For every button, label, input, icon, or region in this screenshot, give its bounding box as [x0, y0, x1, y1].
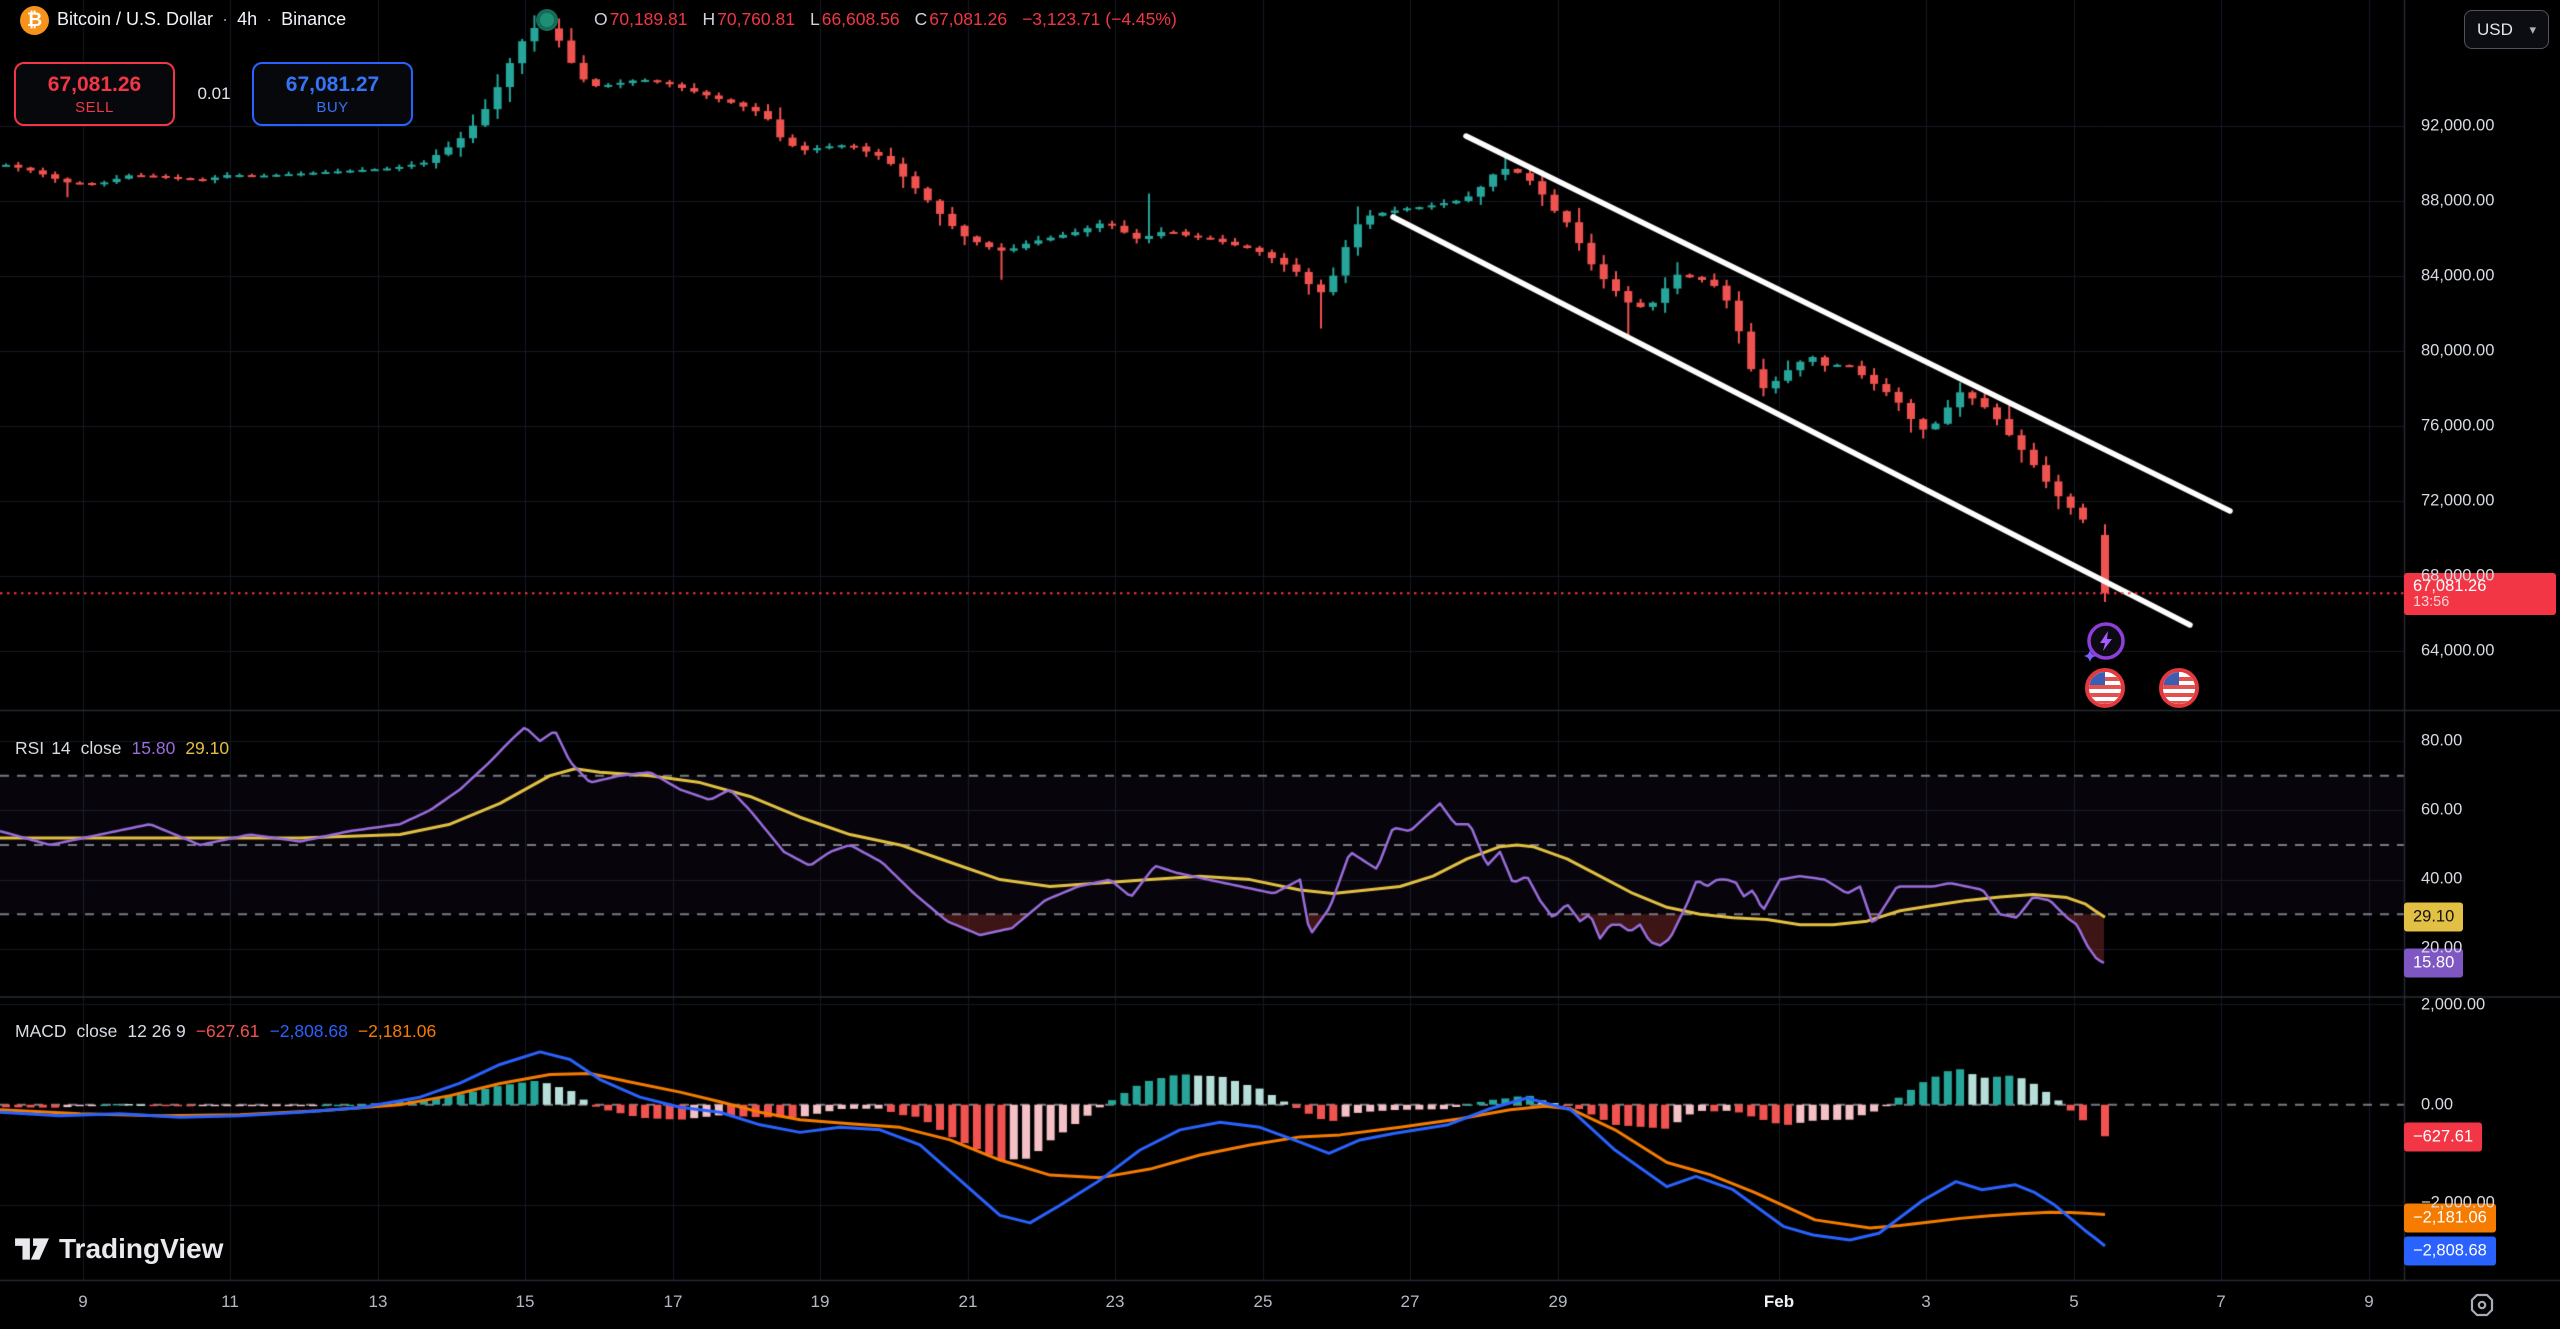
ohlc-item: C 67,081.26 [914, 9, 1008, 29]
price-axis-label[interactable]: 84,000.00 [2421, 266, 2495, 285]
time-axis-label[interactable]: Feb [1763, 1292, 1795, 1311]
rsi-ma-badge: 29.10 [2404, 902, 2464, 932]
time-axis-label[interactable]: 15 [515, 1292, 535, 1311]
price-axis-label[interactable]: 80,000.00 [2421, 341, 2495, 360]
time-axis-label[interactable]: 23 [1105, 1292, 1125, 1311]
time-axis-label[interactable]: 5 [2069, 1292, 2079, 1311]
rsi-axis-label[interactable]: 20.00 [2421, 938, 2463, 957]
rsi-ma-value: 29.10 [185, 738, 230, 758]
time-axis-label[interactable]: 11 [221, 1292, 239, 1311]
macd-axis-label[interactable]: 2,000.00 [2421, 995, 2486, 1014]
time-axis-label[interactable]: 13 [368, 1292, 388, 1311]
rsi-axis-label[interactable]: 60.00 [2421, 800, 2463, 819]
time-axis-label[interactable]: 25 [1253, 1292, 1273, 1311]
time-axis-label[interactable]: 17 [663, 1292, 683, 1311]
rsi-header[interactable]: RSI 14 close 15.80 29.10 [15, 738, 230, 758]
price-axis-label[interactable]: 68,000.00 [2421, 566, 2495, 585]
ohlc-item: H 70,760.81 [702, 9, 795, 29]
exchange-label: Binance [281, 9, 347, 29]
currency-selector[interactable]: USD ▾ [2464, 10, 2549, 49]
price-axis-label[interactable]: 64,000.00 [2421, 641, 2495, 660]
change-value: −3,123.71 (−4.45%) [1022, 9, 1177, 29]
rsi-axis-label[interactable]: 40.00 [2421, 869, 2463, 888]
time-axis-label[interactable]: 29 [1548, 1292, 1568, 1311]
buy-price: 67,081.27 [285, 72, 380, 96]
interval-label[interactable]: 4h [237, 9, 258, 29]
ohlc-values: O 70,189.81 H 70,760.81 L 66,608.56 C 67,081.26… [594, 9, 1177, 30]
time-axis-label[interactable]: 19 [810, 1292, 830, 1311]
sell-button[interactable]: 67,081.26 SELL [14, 62, 175, 126]
price-axis-label[interactable]: 72,000.00 [2421, 491, 2495, 510]
us-flag-event-icon[interactable] [2083, 666, 2127, 715]
price-axis-label[interactable]: 92,000.00 [2421, 116, 2495, 135]
current-price-badge: 67,081.26 13:56 [2404, 572, 2556, 616]
time-axis-label[interactable]: 21 [958, 1292, 978, 1311]
macd-hist-value: −627.61 [195, 1021, 260, 1041]
time-axis-label[interactable]: 27 [1400, 1292, 1420, 1311]
tradingview-watermark: TradingView [14, 1233, 223, 1265]
rsi-value-badge: 15.80 [2404, 948, 2464, 978]
us-flag-event-icon[interactable] [2157, 666, 2201, 715]
time-axis-label[interactable]: 7 [2216, 1292, 2226, 1311]
rsi-value: 15.80 [131, 738, 176, 758]
macd-axis-label[interactable]: 0.00 [2421, 1095, 2454, 1114]
rsi-axis-label[interactable]: 80.00 [2421, 731, 2463, 750]
time-axis-label[interactable]: 9 [2364, 1292, 2374, 1311]
candle-countdown: 13:56 [2413, 594, 2450, 611]
market-status-icon [536, 9, 558, 31]
timezone-settings-icon[interactable] [2468, 1291, 2496, 1324]
lightning-event-icon[interactable] [2082, 620, 2128, 671]
time-axis-label[interactable]: 3 [1921, 1292, 1931, 1311]
sell-price: 67,081.26 [47, 72, 142, 96]
tradingview-logo-icon [15, 1238, 49, 1260]
ohlc-item: O 70,189.81 [594, 9, 688, 29]
price-axis-label[interactable]: 76,000.00 [2421, 416, 2495, 435]
macd-line-badge: −2,808.68 [2404, 1236, 2496, 1266]
chevron-down-icon: ▾ [2529, 21, 2536, 37]
buy-button[interactable]: 67,081.27 BUY [252, 62, 413, 126]
price-axis-label[interactable]: 88,000.00 [2421, 191, 2495, 210]
bitcoin-logo-icon: ₿ [20, 6, 49, 35]
macd-signal-value: −2,181.06 [357, 1021, 437, 1041]
time-axis-label[interactable]: 9 [78, 1292, 88, 1311]
symbol-name: Bitcoin / U.S. Dollar [57, 9, 214, 29]
symbol-title[interactable]: Bitcoin / U.S. Dollar · 4h · Binance [57, 9, 347, 29]
spread-value: 0.01 [197, 84, 231, 103]
macd-header[interactable]: MACD close 12 26 9 −627.61 −2,808.68 −2,… [15, 1021, 437, 1041]
macd-signal-badge: −2,181.06 [2404, 1203, 2496, 1233]
macd-hist-badge: −627.61 [2404, 1122, 2483, 1152]
macd-line-value: −2,808.68 [269, 1021, 348, 1041]
ohlc-item: L 66,608.56 [809, 9, 900, 29]
macd-axis-label[interactable]: −2,000.00 [2421, 1193, 2495, 1212]
